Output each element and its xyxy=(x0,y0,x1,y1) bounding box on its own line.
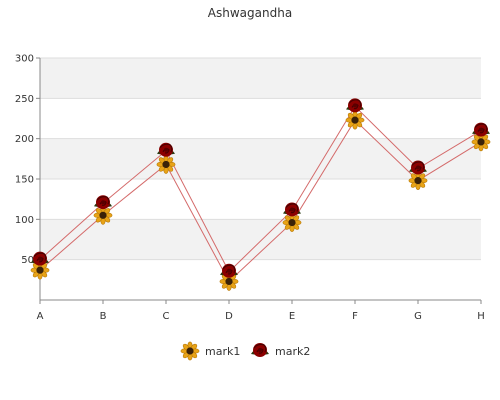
y-tick-label: 200 xyxy=(15,134,34,145)
x-tick-label: H xyxy=(477,311,485,322)
chart-title: Ashwagandha xyxy=(208,6,292,20)
x-tick-label: A xyxy=(37,311,44,322)
series-line-mark2 xyxy=(39,105,482,273)
data-point-mark2-rose-icon xyxy=(93,194,113,210)
x-tick-label: D xyxy=(225,311,233,322)
grid-band xyxy=(40,58,481,99)
x-tick-label: C xyxy=(163,311,170,322)
y-tick-label: 150 xyxy=(15,175,34,186)
legend-label: mark1 xyxy=(205,345,240,358)
y-tick-label: 300 xyxy=(15,54,34,65)
x-tick-label: E xyxy=(289,311,295,322)
grid-band xyxy=(40,219,481,260)
legend-marker-rose-icon xyxy=(250,342,270,358)
y-tick-label: 250 xyxy=(15,94,34,105)
y-tick-label: 100 xyxy=(15,215,34,226)
data-point-mark1-sunflower-icon xyxy=(345,110,365,130)
data-point-mark1-sunflower-icon xyxy=(156,154,176,175)
x-tick-label: F xyxy=(352,311,358,322)
x-tick-label: G xyxy=(414,311,422,322)
data-point-mark2-rose-icon xyxy=(345,97,365,114)
legend: mark1 mark2 xyxy=(180,341,310,361)
data-point-mark2-rose-icon xyxy=(282,201,302,218)
y-tick-label: 50 xyxy=(21,255,34,266)
legend-label: mark2 xyxy=(275,345,310,358)
x-tick-label: B xyxy=(100,311,107,322)
legend-marker-sunflower-icon xyxy=(180,341,200,361)
series-line-mark1 xyxy=(39,119,482,283)
